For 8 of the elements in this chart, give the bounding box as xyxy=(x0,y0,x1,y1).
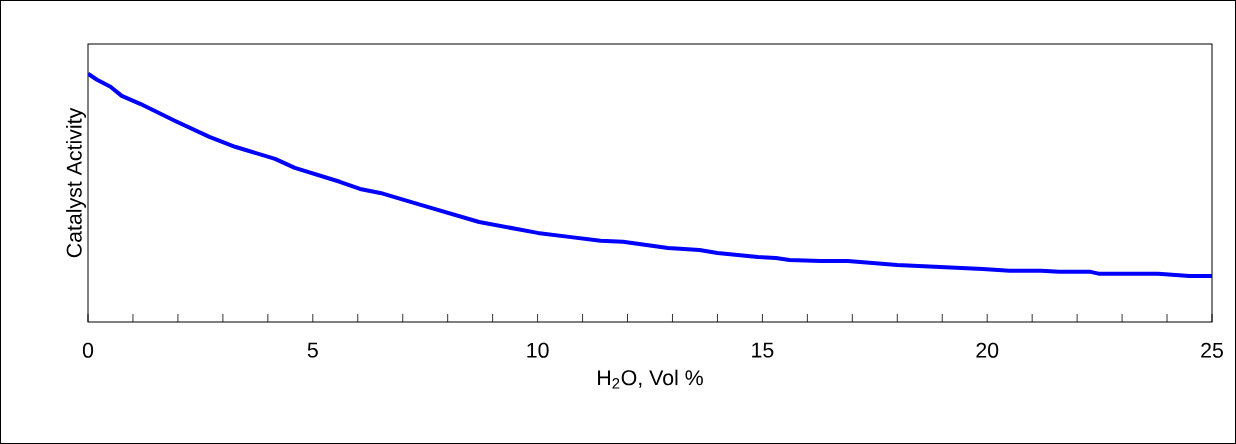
x-tick-label: 25 xyxy=(1201,342,1223,358)
y-axis-title: Catalyst Activity xyxy=(66,107,86,258)
x-tick-label: 15 xyxy=(752,342,774,358)
x-tick-label: 5 xyxy=(307,342,318,358)
x-tick-label: 10 xyxy=(527,342,549,358)
x-axis-title: H$_{2}$O, Vol % xyxy=(598,369,703,389)
x-tick-label: 0 xyxy=(82,342,94,358)
x-tick-label: 20 xyxy=(976,342,999,358)
